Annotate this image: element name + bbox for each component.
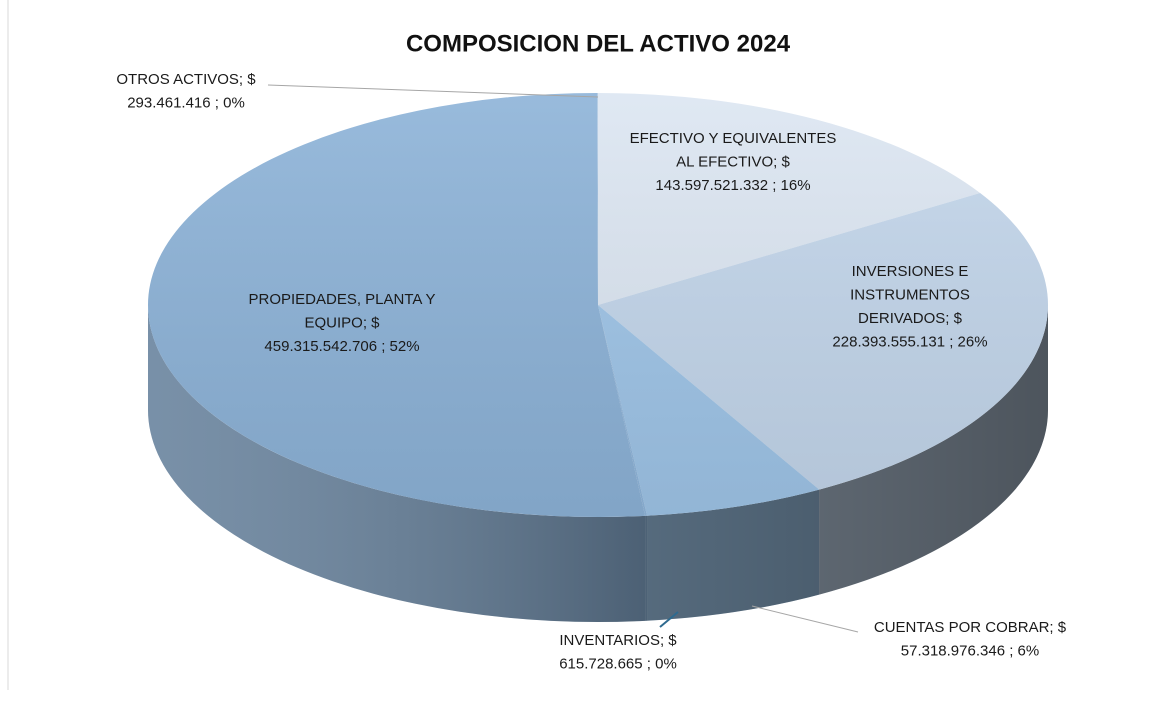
data-label: OTROS ACTIVOS; $ xyxy=(116,71,256,88)
data-label: 228.393.555.131 ; 26% xyxy=(832,333,987,350)
data-label: 293.461.416 ; 0% xyxy=(127,94,245,111)
data-label: AL EFECTIVO; $ xyxy=(676,153,790,170)
data-label: INSTRUMENTOS xyxy=(850,286,970,303)
leader-line xyxy=(267,84,599,98)
data-label: CUENTAS POR COBRAR; $ xyxy=(874,619,1067,636)
data-label: 143.597.521.332 ; 16% xyxy=(655,177,810,194)
data-label: INVENTARIOS; $ xyxy=(559,632,677,649)
data-label: 615.728.665 ; 0% xyxy=(559,655,677,672)
data-label: PROPIEDADES, PLANTA Y xyxy=(248,291,435,308)
data-label: 459.315.542.706 ; 52% xyxy=(264,338,419,355)
side-shade xyxy=(148,305,1048,622)
chart-title: COMPOSICION DEL ACTIVO 2024 xyxy=(406,30,791,57)
data-label: 57.318.976.346 ; 6% xyxy=(901,642,1039,659)
leader-line xyxy=(751,605,859,633)
data-label: EFECTIVO Y EQUIVALENTES xyxy=(630,130,837,147)
data-label: DERIVADOS; $ xyxy=(858,310,963,327)
data-label: INVERSIONES E xyxy=(852,263,969,280)
top-shade xyxy=(148,93,1048,517)
leader-line xyxy=(659,611,679,628)
data-label: EQUIPO; $ xyxy=(304,314,380,331)
